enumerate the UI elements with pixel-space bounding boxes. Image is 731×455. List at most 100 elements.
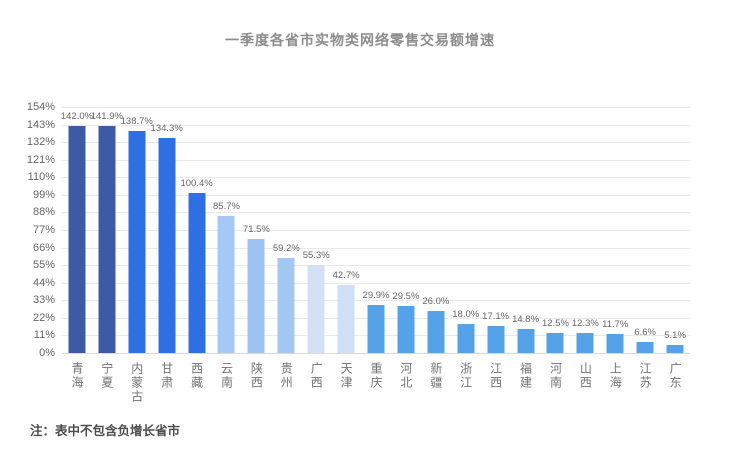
bar-新疆 <box>427 311 445 353</box>
gridline <box>62 177 690 179</box>
x-slot: 贵州 <box>271 362 301 404</box>
x-category-label: 宁夏 <box>99 362 114 390</box>
bar-slot: 142.0% <box>60 107 94 353</box>
x-category-label: 浙江 <box>458 362 473 390</box>
bar-宁夏 <box>98 126 116 353</box>
gridline <box>62 265 690 267</box>
plot-area: 142.0% 141.9% 138.7% 134.3% 100.4% 85.7% 71.5%… <box>60 107 690 354</box>
gridline <box>62 247 690 249</box>
x-category-label: 甘肃 <box>159 362 174 390</box>
bar-甘肃 <box>158 138 176 353</box>
gridline <box>62 300 690 302</box>
x-axis-line <box>62 353 690 354</box>
x-slot: 福建 <box>511 362 541 404</box>
x-category-label: 福建 <box>518 362 533 390</box>
bar-slot: 12.5% <box>541 107 571 353</box>
y-tick-label: 0% <box>39 347 55 359</box>
x-slot: 甘肃 <box>152 362 182 404</box>
x-category-label: 广东 <box>668 362 683 390</box>
value-label: 18.0% <box>452 309 480 321</box>
bar-青海 <box>68 126 86 353</box>
value-label: 59.2% <box>272 243 300 255</box>
gridline <box>62 212 690 214</box>
x-slot: 江苏 <box>630 362 660 404</box>
x-category-label: 西藏 <box>189 362 204 390</box>
gridline <box>62 159 690 161</box>
y-axis: 154% 143% 132% 121% 110% 99% 88% 77% 66% 55% 44% 33… <box>0 101 55 359</box>
x-slot: 浙江 <box>451 362 481 404</box>
y-tick-label: 66% <box>32 241 55 254</box>
value-label: 55.3% <box>302 249 330 261</box>
bar-陕西 <box>247 238 265 353</box>
bar-slot: 71.5% <box>241 107 271 353</box>
bar-上海 <box>606 334 624 353</box>
x-slot: 西藏 <box>182 362 212 404</box>
bar-广西 <box>307 264 325 353</box>
x-category-label: 上海 <box>608 362 623 390</box>
x-slot: 河北 <box>391 362 421 404</box>
x-slot: 重庆 <box>361 362 391 404</box>
x-slot: 宁夏 <box>92 362 122 404</box>
bar-福建 <box>517 329 535 353</box>
bar-浙江 <box>457 324 475 353</box>
value-label: 142.0% <box>60 111 94 123</box>
value-label: 5.1% <box>664 329 686 341</box>
gridline <box>62 124 690 126</box>
y-tick-label: 77% <box>32 224 55 236</box>
value-label: 6.6% <box>634 327 656 339</box>
bar-slot: 14.8% <box>511 107 541 353</box>
footnote: 注：表中不包含负增长省市 <box>30 424 181 438</box>
x-slot: 上海 <box>600 362 630 404</box>
x-category-label: 新疆 <box>428 362 443 390</box>
value-label: 12.5% <box>541 318 569 330</box>
bar-slot: 17.1% <box>481 107 511 353</box>
x-category-label: 山西 <box>578 362 593 390</box>
x-axis: 青海 宁夏 内蒙古 甘肃 西藏 云南 陕西 贵州 广西 天津 重庆 河北 新疆 浙江 江西 福建 河南 山西 上海江… <box>62 362 690 404</box>
gridline <box>62 107 690 108</box>
bar-重庆 <box>367 305 385 353</box>
x-category-label: 内蒙古 <box>129 362 144 404</box>
x-slot: 天津 <box>331 362 361 404</box>
value-label: 12.3% <box>571 318 599 330</box>
value-label: 42.7% <box>332 269 360 281</box>
y-tick-label: 88% <box>32 206 55 219</box>
y-tick-label: 44% <box>32 276 55 289</box>
x-slot: 陕西 <box>241 362 271 404</box>
bar-slot: 5.1% <box>660 107 690 353</box>
value-label: 134.3% <box>150 123 183 135</box>
value-label: 141.9% <box>90 111 123 123</box>
x-slot: 新疆 <box>421 362 451 404</box>
bar-西藏 <box>188 192 206 353</box>
bar-slot: 11.7% <box>600 107 630 353</box>
bar-内蒙古 <box>128 131 146 353</box>
y-tick-label: 154% <box>26 101 55 113</box>
chart-title: 一季度各省市实物类网络零售交易额增速 <box>225 32 495 48</box>
bar-云南 <box>217 216 235 353</box>
x-category-label: 广西 <box>309 362 324 390</box>
value-label: 100.4% <box>180 177 213 189</box>
value-label: 29.9% <box>362 290 390 302</box>
gridline <box>62 194 690 196</box>
bar-slot: 26.0% <box>421 107 451 353</box>
gridline <box>62 230 690 231</box>
y-tick-label: 110% <box>27 171 55 184</box>
value-label: 29.5% <box>392 290 420 302</box>
bar-slot: 18.0% <box>451 107 481 353</box>
x-category-label: 江苏 <box>638 362 653 390</box>
bar-slot: 141.9% <box>90 107 123 353</box>
x-category-label: 云南 <box>219 362 234 390</box>
y-tick-label: 99% <box>32 188 55 201</box>
bar-slot: 6.6% <box>630 107 660 353</box>
bar-slot: 59.2% <box>271 107 301 353</box>
value-label: 14.8% <box>512 314 540 326</box>
bar-slot: 134.3% <box>150 107 183 353</box>
x-slot: 广东 <box>660 362 690 404</box>
y-tick-label: 121% <box>26 153 55 166</box>
x-category-label: 青海 <box>69 362 84 390</box>
bar-江苏 <box>636 342 654 353</box>
x-slot: 河南 <box>541 362 571 404</box>
y-tick-label: 132% <box>26 136 55 149</box>
x-category-label: 贵州 <box>279 362 294 390</box>
value-label: 85.7% <box>213 201 240 213</box>
